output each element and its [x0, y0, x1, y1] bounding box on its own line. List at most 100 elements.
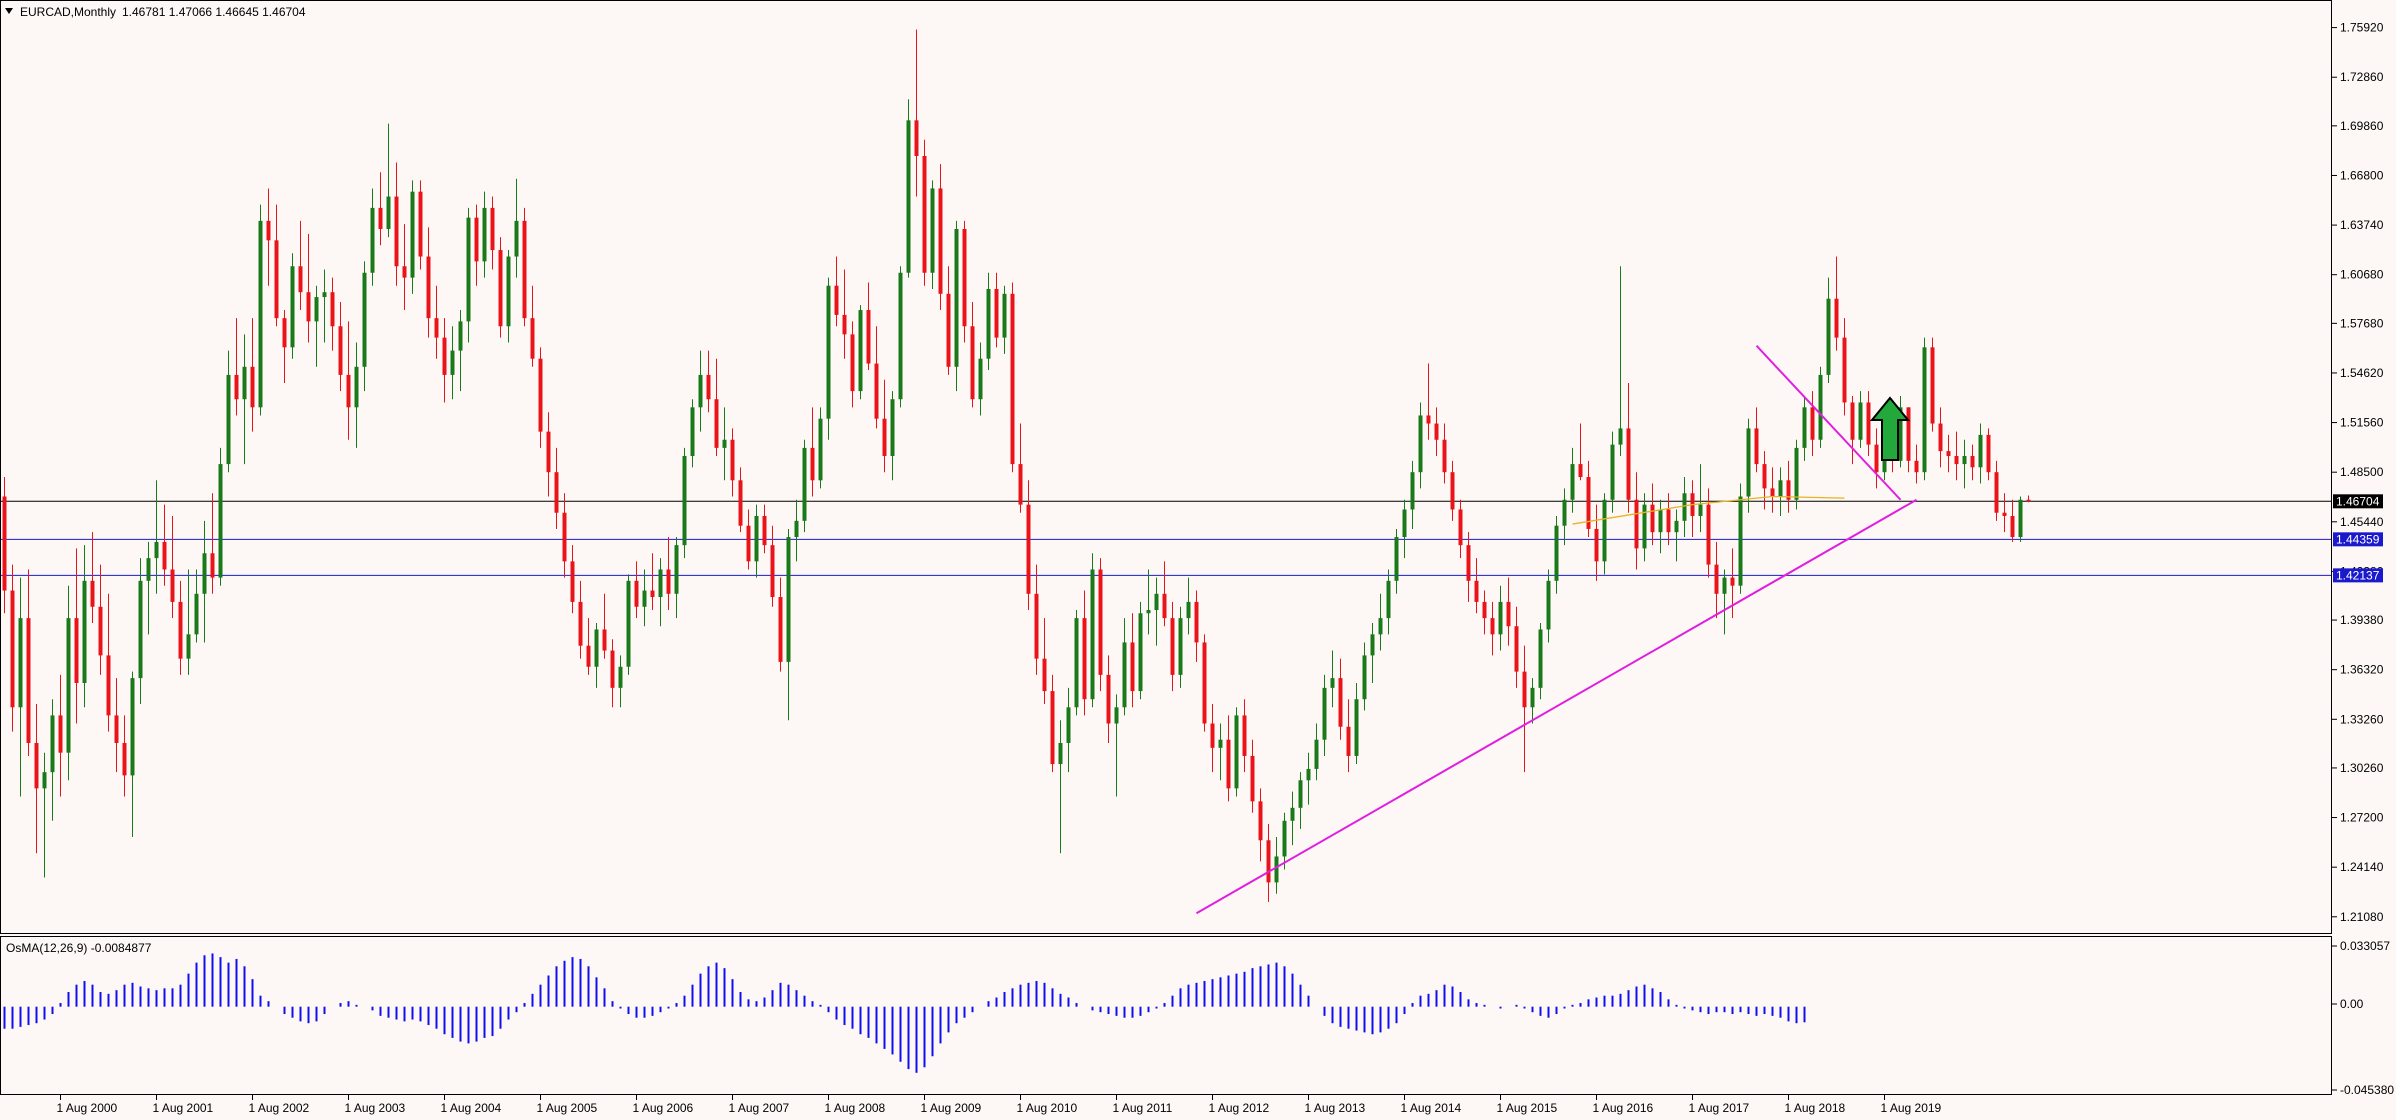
candle	[1602, 493, 1607, 575]
candle	[202, 520, 207, 643]
indicator-panel-frame	[0, 936, 2332, 1095]
candle	[850, 321, 855, 408]
candle	[1218, 723, 1223, 781]
candle	[1362, 642, 1367, 711]
candle	[1026, 480, 1031, 611]
price-tag: 1.44359	[2333, 532, 2383, 547]
candle	[906, 99, 911, 278]
candle	[514, 178, 519, 278]
candle	[1314, 723, 1319, 781]
candle	[1010, 282, 1015, 473]
candle	[2002, 493, 2007, 533]
candle	[1714, 541, 1719, 619]
candle	[1938, 407, 1943, 468]
candle	[1594, 504, 1599, 581]
candle	[1834, 256, 1839, 351]
candle	[210, 493, 215, 594]
trendline[interactable]	[1755, 345, 1902, 501]
candle	[426, 227, 431, 338]
candle	[810, 407, 815, 497]
candle	[618, 655, 623, 708]
time-tick-label: 1 Aug 2008	[825, 1101, 886, 1115]
candle	[858, 305, 863, 400]
candle	[1482, 590, 1487, 635]
candle	[250, 318, 255, 432]
candle	[762, 504, 767, 554]
osma-histogram	[3, 953, 1806, 1073]
candle	[1794, 439, 1799, 510]
candle	[1186, 577, 1191, 635]
candle	[242, 334, 247, 465]
candle	[106, 593, 111, 732]
candle	[1274, 837, 1279, 894]
candle	[1578, 423, 1583, 481]
candle	[1986, 428, 1991, 481]
candle	[1698, 464, 1703, 533]
candle	[282, 310, 287, 384]
price-axis: 1.75920 1.72860 1.69860 1.66800 1.63740 1.606…	[2331, 21, 2384, 924]
candle	[74, 548, 79, 724]
trendline[interactable]	[1196, 498, 1917, 915]
time-tick-label: 1 Aug 2005	[537, 1101, 598, 1115]
candle	[1330, 650, 1335, 708]
candle	[1898, 395, 1903, 468]
price-tick-label: 1.33260	[2340, 712, 2384, 726]
candle	[570, 545, 575, 614]
candle	[1978, 423, 1983, 484]
candle	[706, 350, 711, 413]
candle	[1770, 467, 1775, 513]
candle	[354, 342, 359, 448]
candle	[826, 277, 831, 440]
buy-signal-arrow-icon	[1869, 396, 1911, 461]
candle	[1234, 707, 1239, 797]
candle	[1322, 674, 1327, 756]
candle	[602, 593, 607, 659]
candle	[738, 467, 743, 533]
candle	[1394, 528, 1399, 594]
price-tick-label: 1.75920	[2340, 21, 2384, 35]
candle	[1842, 318, 1847, 416]
candle	[554, 447, 559, 529]
candle	[90, 532, 95, 623]
collapse-triangle-icon[interactable]	[5, 8, 13, 14]
candle	[1962, 439, 1967, 489]
candle	[386, 123, 391, 238]
candle	[786, 528, 791, 721]
candle	[1562, 488, 1567, 546]
candle	[1754, 407, 1759, 473]
candle	[1498, 585, 1503, 651]
indicator-axis-zero: 0.00	[2340, 997, 2364, 1011]
indicator-axis-bottom: -0.045380	[2340, 1083, 2394, 1097]
candle	[66, 585, 71, 781]
candle	[1282, 812, 1287, 870]
candle	[698, 350, 703, 432]
candle	[1786, 460, 1791, 513]
time-tick-label: 1 Aug 2007	[729, 1101, 790, 1115]
time-tick-label: 1 Aug 2019	[1881, 1101, 1942, 1115]
candle	[274, 204, 279, 327]
candle	[346, 321, 351, 440]
candle	[938, 164, 943, 311]
candle	[794, 499, 799, 562]
candle	[1402, 499, 1407, 559]
candle	[754, 504, 759, 578]
price-tick-label: 1.45440	[2340, 515, 2384, 529]
candle	[1266, 824, 1271, 902]
candle	[458, 310, 463, 392]
candle	[1050, 674, 1055, 773]
candle	[1970, 444, 1975, 481]
indicator-axis-top: 0.033057	[2340, 939, 2390, 953]
candle	[1018, 423, 1023, 513]
time-axis: 1 Aug 2000 1 Aug 2001 1 Aug 2002 1 Aug 2003…	[57, 1094, 1942, 1115]
trendlines	[1196, 345, 1917, 915]
candle	[1522, 645, 1527, 773]
candle	[26, 569, 31, 756]
candle	[1674, 509, 1679, 562]
candle	[1290, 791, 1295, 846]
price-tick-label: 1.24140	[2340, 860, 2384, 874]
candle	[1074, 610, 1079, 716]
candle	[330, 277, 335, 351]
time-tick-label: 1 Aug 2004	[441, 1101, 502, 1115]
time-tick-label: 1 Aug 2001	[153, 1101, 214, 1115]
